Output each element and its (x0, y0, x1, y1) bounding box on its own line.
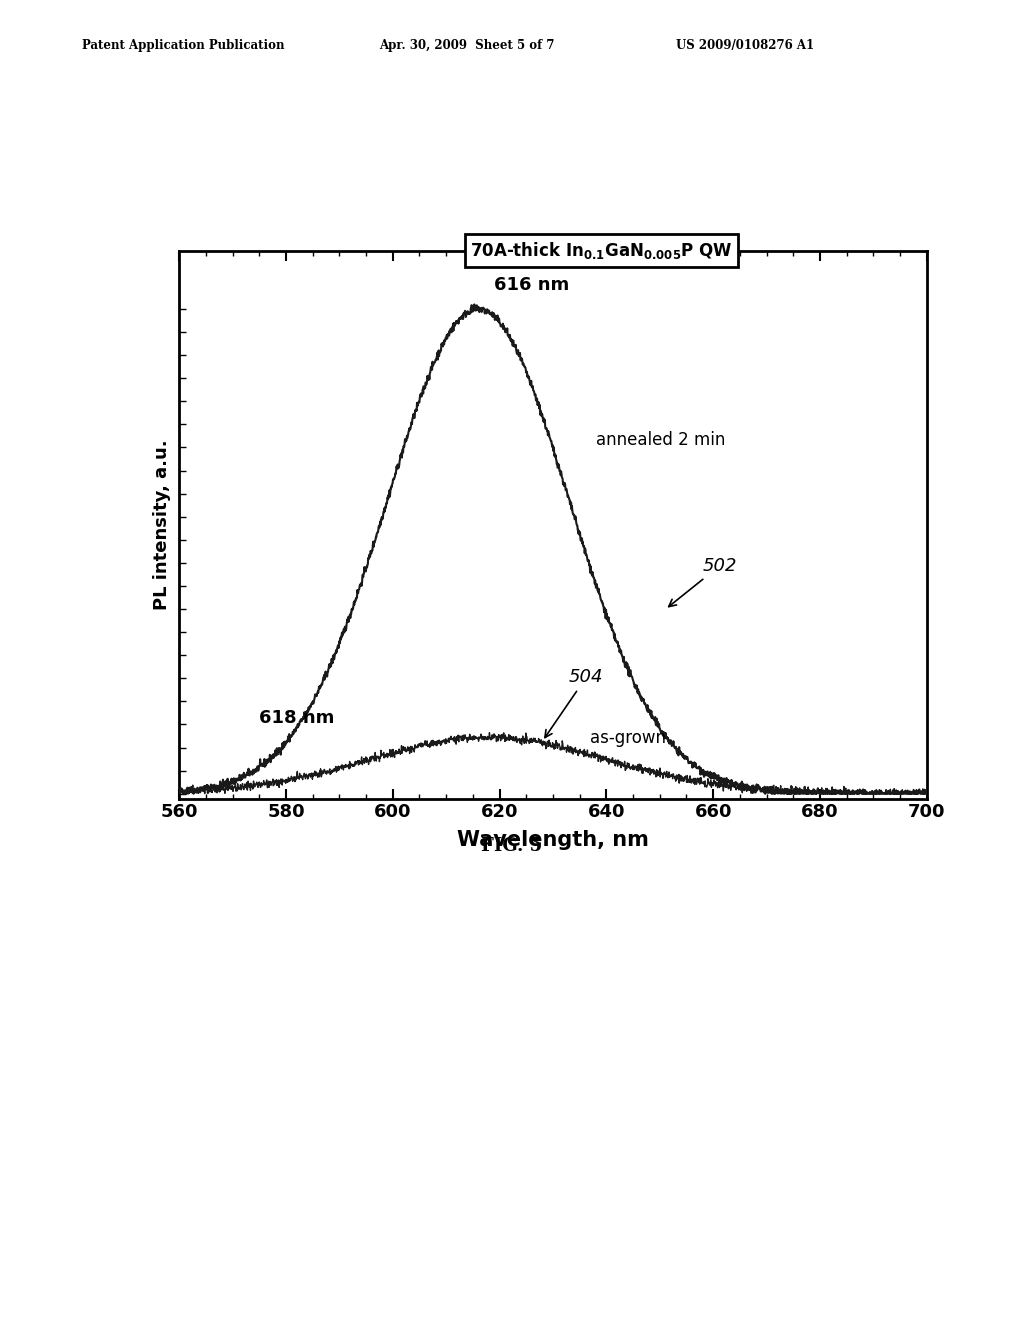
Text: 618 nm: 618 nm (259, 709, 335, 727)
Text: US 2009/0108276 A1: US 2009/0108276 A1 (676, 38, 814, 51)
Text: FIG. 5: FIG. 5 (481, 837, 543, 855)
Text: as-grown: as-grown (590, 729, 667, 747)
Text: $\bf{70A}$-thick $\bf{In_{0.1}GaN_{0.005}P\ QW}$: $\bf{70A}$-thick $\bf{In_{0.1}GaN_{0.005… (470, 240, 732, 261)
Y-axis label: PL intensity, a.u.: PL intensity, a.u. (153, 440, 171, 610)
Text: Apr. 30, 2009  Sheet 5 of 7: Apr. 30, 2009 Sheet 5 of 7 (379, 38, 554, 51)
Text: annealed 2 min: annealed 2 min (596, 430, 725, 449)
Text: 502: 502 (669, 557, 737, 607)
X-axis label: Wavelength, nm: Wavelength, nm (457, 830, 649, 850)
Text: Patent Application Publication: Patent Application Publication (82, 38, 285, 51)
Text: 504: 504 (545, 668, 603, 738)
Text: 616 nm: 616 nm (495, 276, 569, 294)
